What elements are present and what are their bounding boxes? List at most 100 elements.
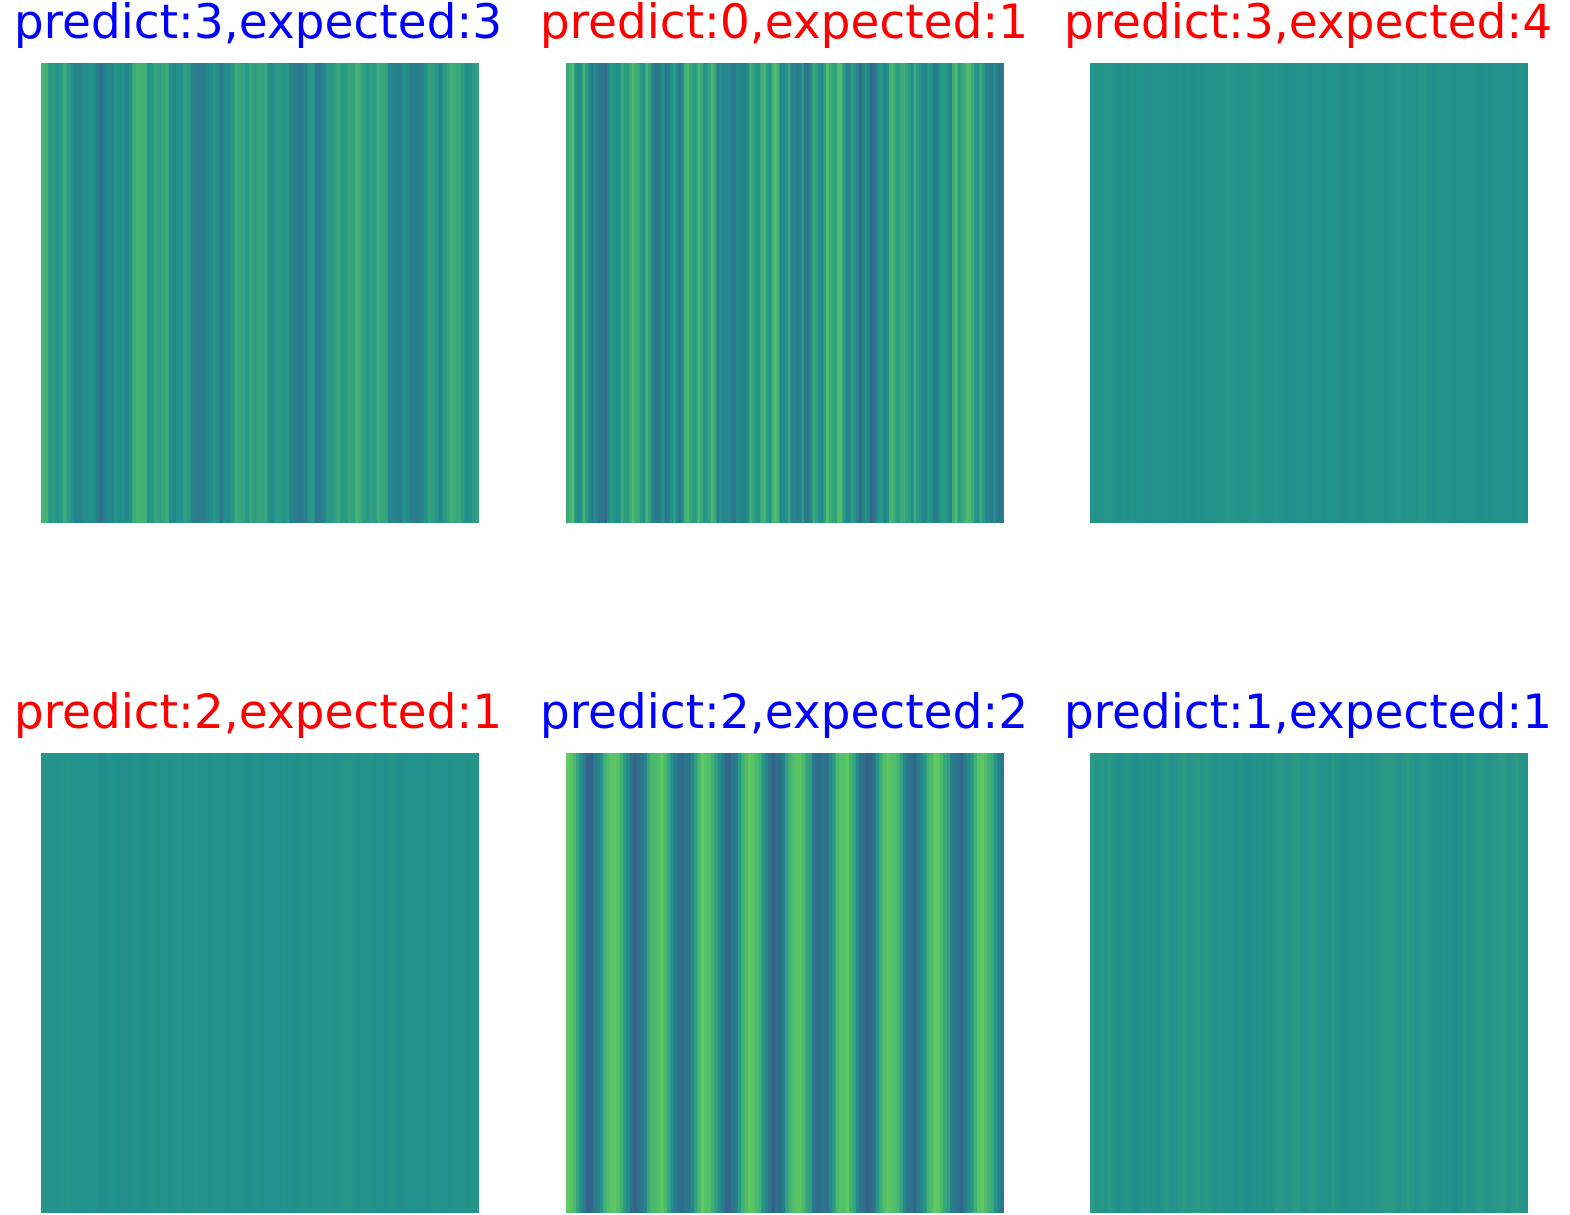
panel-4-stripe-66 xyxy=(330,753,336,1213)
panel-5-stripe-79 xyxy=(832,753,837,1213)
panel-6-stripe-48 xyxy=(1300,753,1306,1213)
panel-3-stripe-97 xyxy=(1514,63,1520,523)
panel-2-stripe-14 xyxy=(604,63,608,523)
panel-5-stripe-53 xyxy=(744,753,749,1213)
panel-4-stripe-22 xyxy=(137,753,143,1213)
panel-1-stripe-103 xyxy=(416,63,422,523)
panel-4-stripe-91 xyxy=(439,753,445,1213)
panel-5-stripe-85 xyxy=(852,753,857,1213)
panel-4-stripe-24 xyxy=(146,753,152,1213)
panel-6-stripe-59 xyxy=(1348,753,1354,1213)
panel-4-stripe-23 xyxy=(141,753,147,1213)
spectrogram-panel-2 xyxy=(566,63,1004,523)
panel-1-stripe-111 xyxy=(446,63,451,523)
panel-2-stripe-128 xyxy=(916,63,920,523)
panel-2-stripe-45 xyxy=(689,63,693,523)
panel-2-stripe-146 xyxy=(965,63,970,523)
panel-2-stripe-61 xyxy=(732,63,737,523)
panel-2-stripe-138 xyxy=(943,63,948,523)
panel-6-stripe-55 xyxy=(1330,753,1336,1213)
panel-5-stripe-120 xyxy=(970,753,975,1213)
panel-6-stripe-37 xyxy=(1252,753,1258,1213)
panel-2-stripe-113 xyxy=(875,63,879,523)
panel-3-stripe-51 xyxy=(1313,63,1319,523)
panel-5-stripe-101 xyxy=(906,753,911,1213)
panel-4-stripe-58 xyxy=(295,753,301,1213)
panel-6-stripe-13 xyxy=(1146,753,1152,1213)
panel-3-stripe-68 xyxy=(1387,63,1393,523)
panel-5-stripe-122 xyxy=(977,753,982,1213)
panel-6-stripe-89 xyxy=(1479,753,1485,1213)
panel-5-stripe-55 xyxy=(751,753,756,1213)
panel-1-stripe-74 xyxy=(311,63,316,523)
panel-1-stripe-68 xyxy=(289,63,294,523)
panel-5-stripe-92 xyxy=(875,753,880,1213)
panel-6-stripe-94 xyxy=(1501,753,1507,1213)
panel-4-stripe-85 xyxy=(413,753,419,1213)
panel-5-stripe-90 xyxy=(869,753,874,1213)
panel-6-stripe-51 xyxy=(1313,753,1319,1213)
panel-1-stripe-101 xyxy=(409,63,414,523)
panel-1-stripe-60 xyxy=(260,63,265,523)
panel-2-stripe-80 xyxy=(785,63,789,523)
spectrogram-panel-3 xyxy=(1090,63,1528,523)
panel-2-stripe-150 xyxy=(976,63,980,523)
panel-5-stripe-99 xyxy=(899,753,904,1213)
panel-3-stripe-11 xyxy=(1138,63,1144,523)
panel-6-stripe-34 xyxy=(1238,753,1244,1213)
panel-4-stripe-83 xyxy=(404,753,410,1213)
panel-6-stripe-80 xyxy=(1440,753,1446,1213)
panel-6-stripe-91 xyxy=(1488,753,1494,1213)
panel-1-stripe-23 xyxy=(124,63,130,523)
panel-1-stripe-75 xyxy=(314,63,319,523)
panel-5-stripe-104 xyxy=(916,753,921,1213)
panel-2-stripe-50 xyxy=(702,63,707,523)
panel-2-stripe-54 xyxy=(713,63,718,523)
panel-4-stripe-53 xyxy=(273,753,279,1213)
panel-5-stripe-31 xyxy=(670,753,675,1213)
panel-6-stripe-96 xyxy=(1510,753,1516,1213)
panel-6-stripe-62 xyxy=(1361,753,1367,1213)
panel-2-stripe-152 xyxy=(982,63,986,523)
panel-2-stripe-143 xyxy=(957,63,961,523)
panel-6-stripe-52 xyxy=(1317,753,1323,1213)
panel-6-stripe-64 xyxy=(1370,753,1376,1213)
panel-4-stripe-56 xyxy=(286,753,292,1213)
panel-6-stripe-67 xyxy=(1383,753,1389,1213)
panel-3-stripe-56 xyxy=(1335,63,1341,523)
panel-2-stripe-115 xyxy=(880,63,885,523)
panel-4-stripe-44 xyxy=(233,753,239,1213)
panel-title-6: predict:1,expected:1 xyxy=(1063,685,1553,740)
panel-6-stripe-14 xyxy=(1151,753,1157,1213)
panel-2-stripe-144 xyxy=(960,63,964,523)
panel-3-stripe-57 xyxy=(1339,63,1345,523)
panel-3-stripe-53 xyxy=(1322,63,1328,523)
panel-5-stripe-17 xyxy=(623,753,628,1213)
panel-5-stripe-116 xyxy=(956,753,961,1213)
panel-2-stripe-131 xyxy=(924,63,928,523)
panel-3-stripe-88 xyxy=(1475,63,1481,523)
panel-4-stripe-5 xyxy=(62,753,68,1213)
panel-3-stripe-66 xyxy=(1379,63,1385,523)
panel-1-stripe-9 xyxy=(73,63,79,523)
panel-4-stripe-46 xyxy=(242,753,248,1213)
panel-2-stripe-137 xyxy=(941,63,945,523)
panel-1-stripe-108 xyxy=(435,63,440,523)
panel-6-stripe-61 xyxy=(1357,753,1363,1213)
panel-4-stripe-88 xyxy=(426,753,432,1213)
panel-4-stripe-77 xyxy=(378,753,384,1213)
panel-5-stripe-36 xyxy=(687,753,692,1213)
panel-1-stripe-80 xyxy=(333,63,338,523)
panel-6-stripe-27 xyxy=(1208,753,1214,1213)
panel-2-stripe-63 xyxy=(738,63,742,523)
panel-1-stripe-78 xyxy=(325,63,330,523)
panel-1-stripe-67 xyxy=(285,63,290,523)
panel-5-stripe-48 xyxy=(727,753,732,1213)
panel-2-stripe-155 xyxy=(990,63,994,523)
panel-title-1: predict:3,expected:3 xyxy=(13,0,503,50)
panel-5-stripe-91 xyxy=(872,753,877,1213)
panel-3-stripe-14 xyxy=(1151,63,1157,523)
panel-5-stripe-2 xyxy=(572,753,577,1213)
panel-3-stripe-77 xyxy=(1427,63,1433,523)
panel-4-stripe-55 xyxy=(281,753,287,1213)
